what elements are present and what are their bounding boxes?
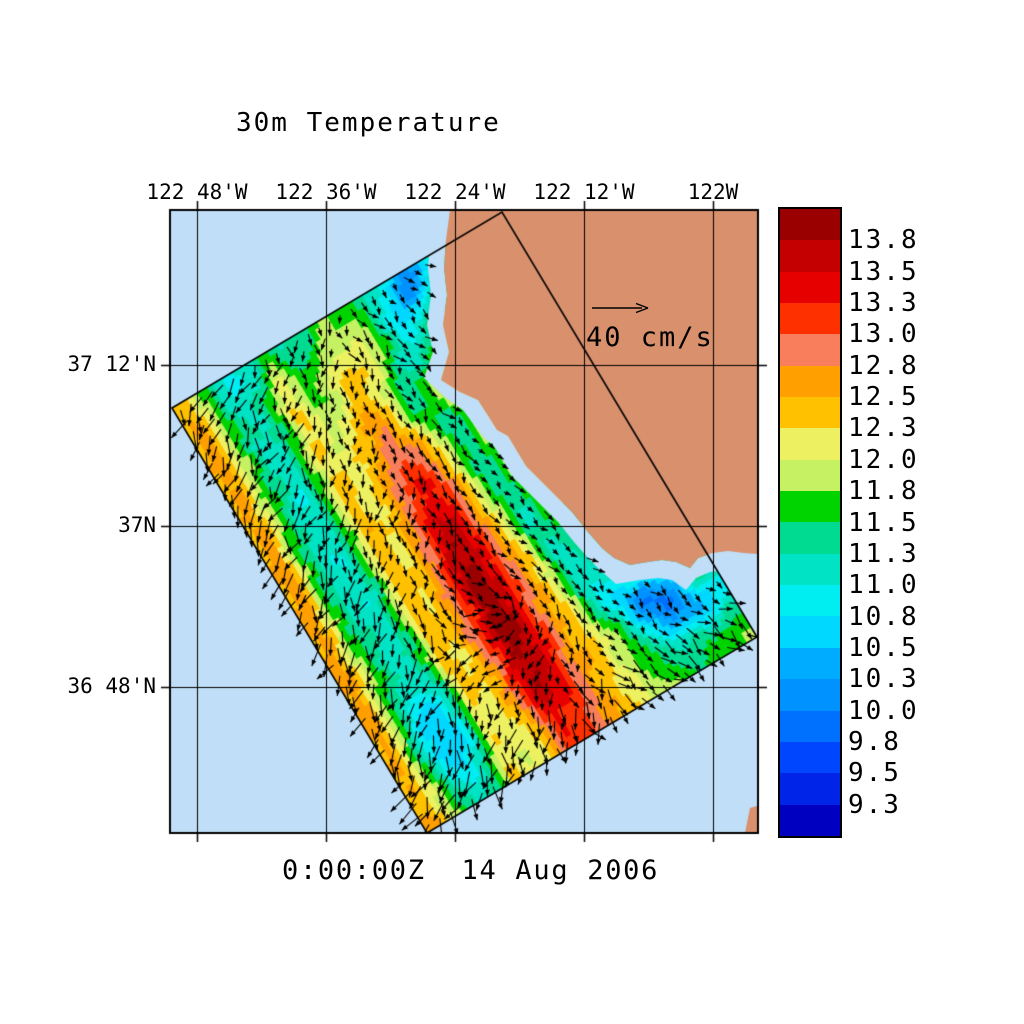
colorbar-tick-label: 10.0 [848,695,919,726]
colorbar-segment [780,710,840,742]
colorbar-tick-label: 11.0 [848,570,919,601]
colorbar-segment [780,491,840,523]
colorbar-segment [780,741,840,774]
colorbar-segment [780,773,840,805]
lat-tick-label: 36 48'N [67,674,156,698]
colorbar-tick-label: 13.0 [848,319,919,350]
colorbar-segment [780,647,840,680]
colorbar-segment [780,209,840,241]
colorbar-tick-label: 13.8 [848,225,919,256]
colorbar-tick-label: 11.8 [848,476,919,507]
colorbar-tick-label: 12.0 [848,444,919,475]
colorbar-tick-label: 12.3 [848,413,919,444]
colorbar-segment [780,585,840,617]
vector-scale-label: 40 cm/s [586,322,714,353]
colorbar-segment [780,334,840,366]
colorbar-tick-label: 12.8 [848,350,919,381]
colorbar-segment [780,522,840,554]
colorbar-segment [780,459,840,492]
plot-title: 30m Temperature [236,108,501,138]
lon-tick-label: 122 48'W [146,180,248,204]
lon-tick-label: 122 36'W [275,180,377,204]
vector-scale: 40 cm/s [580,296,750,356]
lon-tick-label: 122 24'W [404,180,506,204]
colorbar-segment [780,365,840,398]
colorbar-tick-label: 13.3 [848,288,919,319]
colorbar-segment [780,804,840,836]
colorbar-tick-label: 11.5 [848,507,919,538]
velocity-scale-arrow [592,302,649,314]
colorbar-tick-label: 10.3 [848,664,919,695]
colorbar-segment [780,428,840,460]
colorbar-tick-label: 12.5 [848,382,919,413]
colorbar-segment [780,303,840,335]
colorbar-tick-label: 9.8 [848,726,901,757]
colorbar-tick-label: 9.3 [848,789,901,820]
colorbar-segment [780,679,840,711]
lon-tick-label: 122 12'W [533,180,635,204]
colorbar [778,207,842,838]
colorbar-tick-label: 11.3 [848,538,919,569]
map-plot-canvas [156,196,772,848]
time-label: 0:00:00Z 14 Aug 2006 [282,855,660,886]
colorbar-tick-label: 10.8 [848,601,919,632]
colorbar-tick-label: 10.5 [848,632,919,663]
colorbar-segment [780,271,840,304]
colorbar-segment [780,616,840,648]
colorbar-segment [780,240,840,272]
lat-tick-label: 37N [118,513,156,537]
lon-tick-label: 122W [687,180,739,204]
colorbar-tick-label: 13.5 [848,256,919,287]
colorbar-tick-label: 9.5 [848,758,901,789]
lat-tick-label: 37 12'N [67,352,156,376]
colorbar-segment [780,397,840,429]
colorbar-segment [780,553,840,586]
